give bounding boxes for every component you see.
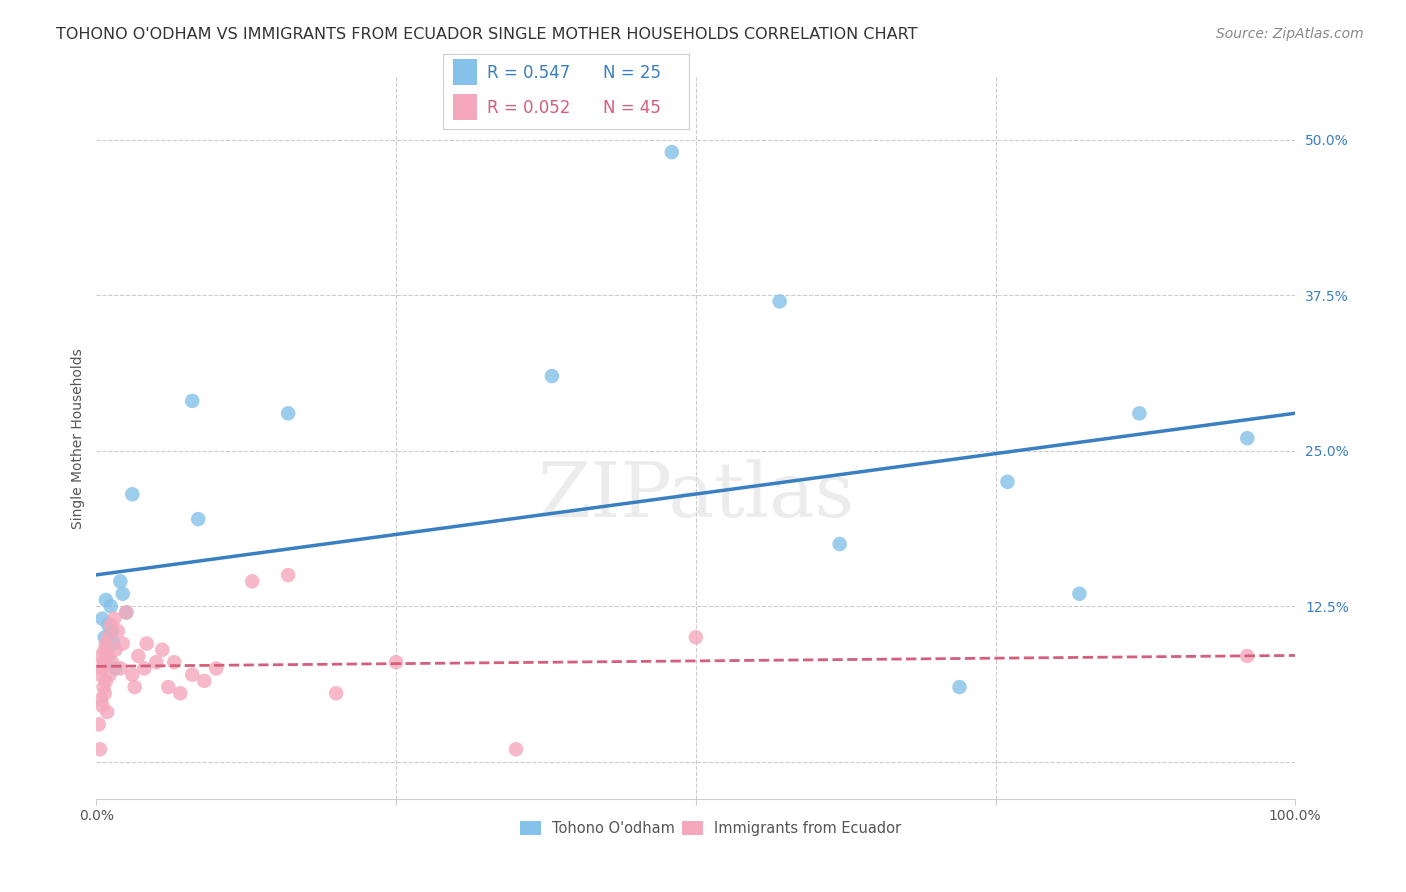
Point — [505, 742, 527, 756]
Text: TOHONO O'ODHAM VS IMMIGRANTS FROM ECUADOR SINGLE MOTHER HOUSEHOLDS CORRELATION C: TOHONO O'ODHAM VS IMMIGRANTS FROM ECUADO… — [56, 27, 918, 42]
Point — [828, 537, 851, 551]
Point — [163, 655, 186, 669]
Point — [187, 512, 209, 526]
Point — [90, 692, 112, 706]
Point — [1069, 587, 1091, 601]
Point — [169, 686, 191, 700]
Point — [101, 624, 124, 639]
Point — [93, 630, 115, 644]
Point — [277, 568, 299, 582]
Point — [91, 661, 114, 675]
Point — [1236, 648, 1258, 663]
Point — [104, 642, 127, 657]
Point — [135, 636, 157, 650]
Bar — [453, 59, 478, 86]
Point — [100, 618, 122, 632]
Point — [181, 393, 204, 408]
Point — [115, 606, 138, 620]
Point — [89, 667, 111, 681]
Text: R = 0.547: R = 0.547 — [486, 64, 571, 82]
Point — [769, 294, 792, 309]
Point — [1128, 406, 1150, 420]
Point — [97, 618, 120, 632]
Point — [93, 642, 115, 657]
Point — [541, 369, 564, 384]
Point — [94, 673, 117, 688]
Point — [685, 630, 707, 644]
Point — [150, 642, 173, 657]
Point — [997, 475, 1019, 489]
Point — [96, 648, 118, 663]
Point — [240, 574, 263, 589]
Point — [385, 655, 408, 669]
Text: R = 0.052: R = 0.052 — [486, 99, 571, 117]
Point — [111, 587, 134, 601]
Point — [277, 406, 299, 420]
Y-axis label: Single Mother Households: Single Mother Households — [72, 348, 86, 529]
Point — [124, 680, 146, 694]
Point — [93, 655, 115, 669]
Point — [97, 630, 120, 644]
Point — [134, 661, 156, 675]
Point — [96, 705, 118, 719]
Point — [93, 680, 115, 694]
Point — [93, 686, 115, 700]
Point — [104, 661, 127, 675]
Point — [157, 680, 180, 694]
Point — [115, 606, 138, 620]
Text: Tohono O'odham: Tohono O'odham — [553, 822, 675, 836]
Point — [948, 680, 970, 694]
Point — [97, 648, 120, 663]
Text: Immigrants from Ecuador: Immigrants from Ecuador — [714, 822, 901, 836]
Point — [205, 661, 228, 675]
Point — [94, 636, 117, 650]
Point — [193, 673, 215, 688]
Point — [127, 648, 149, 663]
Text: Source: ZipAtlas.com: Source: ZipAtlas.com — [1216, 27, 1364, 41]
Point — [98, 667, 121, 681]
Point — [90, 648, 112, 663]
Point — [121, 487, 143, 501]
Text: N = 25: N = 25 — [603, 64, 661, 82]
Point — [661, 145, 683, 160]
Point — [89, 742, 111, 756]
Point — [91, 612, 114, 626]
Point — [87, 717, 110, 731]
Point — [110, 661, 132, 675]
Point — [103, 612, 125, 626]
Point — [121, 667, 143, 681]
Point — [1236, 431, 1258, 445]
Point — [91, 698, 114, 713]
Text: ZIPatlas: ZIPatlas — [537, 459, 855, 533]
Point — [101, 636, 124, 650]
Point — [145, 655, 167, 669]
Point — [325, 686, 347, 700]
Point — [107, 624, 129, 639]
Point — [100, 599, 122, 614]
Point — [181, 667, 204, 681]
Point — [110, 574, 132, 589]
Point — [111, 636, 134, 650]
Point — [94, 593, 117, 607]
Bar — [453, 94, 478, 120]
Point — [101, 655, 124, 669]
Text: N = 45: N = 45 — [603, 99, 661, 117]
